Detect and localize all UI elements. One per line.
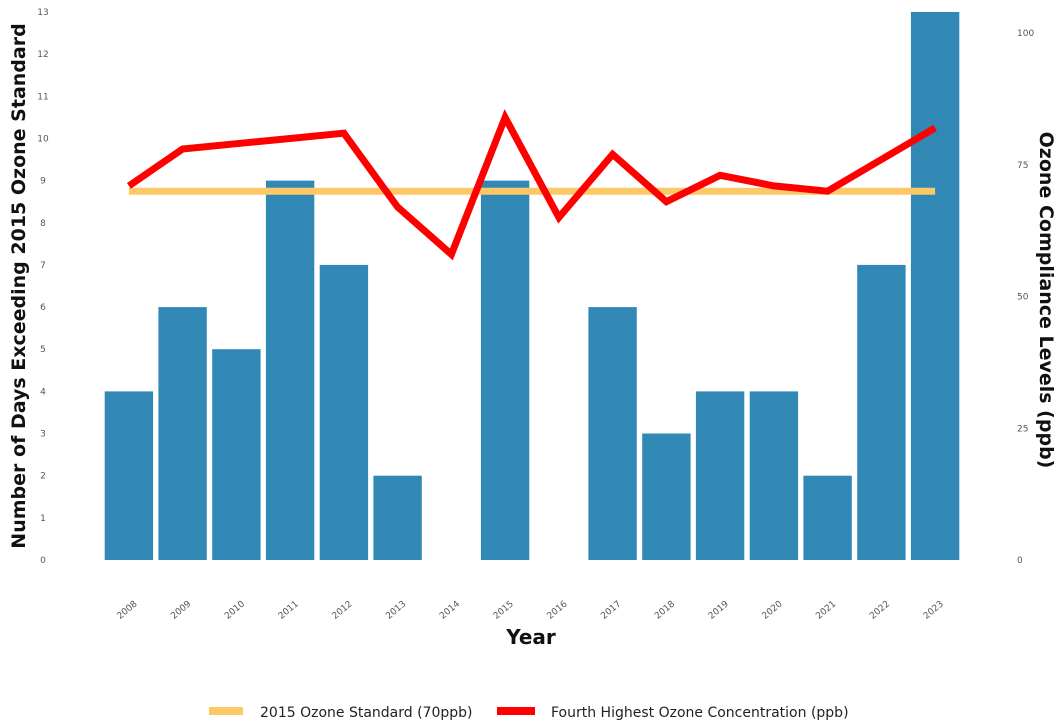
legend-label-concentration: Fourth Highest Ozone Concentration (ppb) <box>551 705 849 721</box>
left-tick-label: 3 <box>40 430 46 440</box>
left-tick-label: 6 <box>40 303 46 313</box>
x-axis-ticks: 2008 2009 2010 2011 2012 2013 2014 2015 2016 2017… <box>116 599 946 622</box>
x-tick-label: 2022 <box>868 599 892 621</box>
left-tick-label: 7 <box>40 261 46 271</box>
x-tick-label: 2017 <box>599 599 623 621</box>
x-axis-title: Year <box>505 625 556 649</box>
x-tick-label: 2012 <box>331 599 355 621</box>
bar-2008 <box>104 391 154 560</box>
left-axis-title: Number of Days Exceeding 2015 Ozone Stan… <box>8 23 30 548</box>
bar-2021 <box>803 475 852 560</box>
bar-2022 <box>857 264 906 560</box>
bar-2011 <box>265 180 315 560</box>
x-tick-label: 2016 <box>546 599 570 622</box>
bar-2010 <box>212 349 261 560</box>
x-tick-label: 2018 <box>653 599 677 622</box>
left-tick-label: 0 <box>40 556 46 566</box>
bar-series <box>104 12 960 560</box>
bar-2009 <box>158 307 207 560</box>
right-tick-label: 75 <box>1017 161 1028 171</box>
legend-label-standard: 2015 Ozone Standard (70ppb) <box>260 705 473 721</box>
x-tick-label: 2015 <box>492 599 516 621</box>
x-tick-label: 2019 <box>707 599 731 622</box>
bar-2019 <box>695 391 745 560</box>
left-tick-label: 8 <box>40 219 46 229</box>
bar-2020 <box>749 391 799 560</box>
concentration-line <box>126 109 937 261</box>
bar-2015 <box>480 180 530 560</box>
left-tick-label: 13 <box>37 8 48 18</box>
left-tick-label: 12 <box>37 50 48 60</box>
right-tick-label: 50 <box>1017 293 1029 303</box>
x-tick-label: 2014 <box>438 599 462 622</box>
right-tick-label: 100 <box>1017 29 1034 39</box>
left-tick-label: 1 <box>40 514 46 524</box>
x-tick-label: 2021 <box>814 599 838 621</box>
x-tick-label: 2009 <box>169 599 193 622</box>
x-tick-label: 2013 <box>384 599 408 621</box>
line-series <box>126 109 937 261</box>
right-tick-label: 0 <box>1017 556 1023 566</box>
legend: 2015 Ozone Standard (70ppb) Fourth Highe… <box>209 705 849 721</box>
left-tick-label: 9 <box>40 177 46 187</box>
x-tick-label: 2011 <box>277 599 301 621</box>
right-axis-ticks: 0 25 50 75 100 <box>1017 29 1034 566</box>
bar-2018 <box>642 433 691 560</box>
legend-swatch-standard <box>209 707 243 715</box>
left-tick-label: 5 <box>40 345 46 355</box>
legend-swatch-concentration <box>497 707 535 715</box>
left-tick-label: 11 <box>37 92 48 102</box>
left-tick-label: 2 <box>40 472 46 482</box>
bar-2017 <box>588 307 637 560</box>
x-tick-label: 2008 <box>116 599 140 622</box>
x-tick-label: 2020 <box>761 599 785 622</box>
bar-2023 <box>910 12 960 560</box>
right-axis-title: Ozone Compliance Levels (ppb) <box>1035 132 1057 469</box>
bar-2013 <box>373 475 422 560</box>
left-tick-label: 10 <box>37 135 49 145</box>
x-tick-label: 2010 <box>223 599 247 622</box>
left-tick-label: 4 <box>40 387 46 397</box>
right-tick-label: 25 <box>1017 424 1028 434</box>
bar-2012 <box>319 264 369 560</box>
x-tick-label: 2023 <box>922 599 946 621</box>
